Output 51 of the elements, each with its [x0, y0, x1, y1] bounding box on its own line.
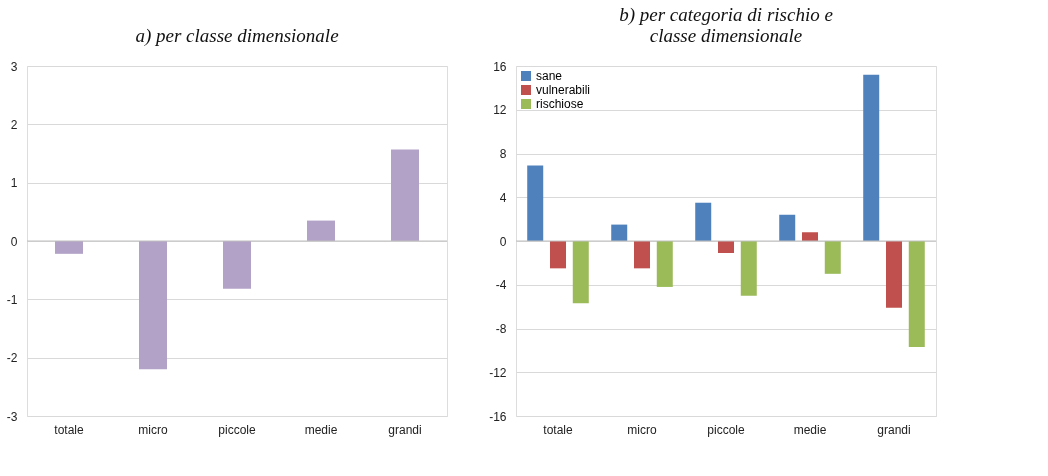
x-tick-label: piccole — [218, 422, 256, 437]
bar — [139, 241, 167, 370]
bar — [824, 241, 841, 274]
bar — [223, 241, 251, 289]
y-tick-label: -1 — [6, 292, 18, 307]
bar — [718, 241, 734, 254]
y-tick-label: 8 — [499, 147, 507, 161]
y-tick-label: -4 — [495, 278, 507, 293]
bar — [863, 74, 880, 241]
x-tick-label: totale — [54, 422, 84, 437]
legend-label: vulnerabili — [536, 83, 591, 97]
x-tick-label: grandi — [388, 422, 422, 437]
x-tick-label: micro — [138, 422, 168, 437]
y-tick-label: 3 — [10, 59, 18, 74]
x-tick-label: piccole — [707, 422, 745, 437]
bar — [634, 241, 650, 269]
y-tick-label: -8 — [495, 322, 507, 336]
x-tick-label: totale — [543, 422, 573, 437]
legend-label: rischiose — [536, 97, 584, 111]
bar — [656, 241, 673, 287]
y-tick-label: 4 — [499, 190, 507, 205]
x-tick-label: medie — [304, 422, 338, 437]
y-tick-label: -12 — [489, 365, 507, 380]
bar — [695, 202, 712, 241]
x-tick-label: medie — [793, 422, 827, 437]
bar — [572, 241, 589, 304]
bar — [908, 241, 925, 348]
y-tick-label: 0 — [499, 234, 507, 249]
bar — [611, 224, 628, 241]
bar — [307, 220, 335, 241]
bar — [55, 241, 83, 254]
bar — [740, 241, 757, 296]
x-tick-label: micro — [627, 422, 657, 437]
y-tick-label: -3 — [6, 409, 18, 424]
x-tick-label: grandi — [877, 422, 911, 437]
y-tick-label: -16 — [489, 409, 507, 424]
legend-label: sane — [536, 69, 563, 83]
y-tick-label: 16 — [493, 59, 507, 74]
bar — [779, 214, 796, 241]
bar — [527, 165, 544, 241]
y-tick-label: 12 — [493, 103, 507, 118]
bar — [391, 149, 419, 241]
chart-title: a) per classe dimensionale — [135, 25, 339, 47]
chart-title: b) per categoria di rischio e classe dimensionale — [619, 4, 833, 46]
bar — [886, 241, 902, 308]
y-tick-label: 0 — [10, 234, 18, 249]
bar — [802, 232, 818, 241]
bar — [550, 241, 566, 269]
y-tick-label: 2 — [10, 117, 18, 132]
y-tick-label: 1 — [10, 176, 18, 191]
y-tick-label: -2 — [6, 351, 18, 366]
